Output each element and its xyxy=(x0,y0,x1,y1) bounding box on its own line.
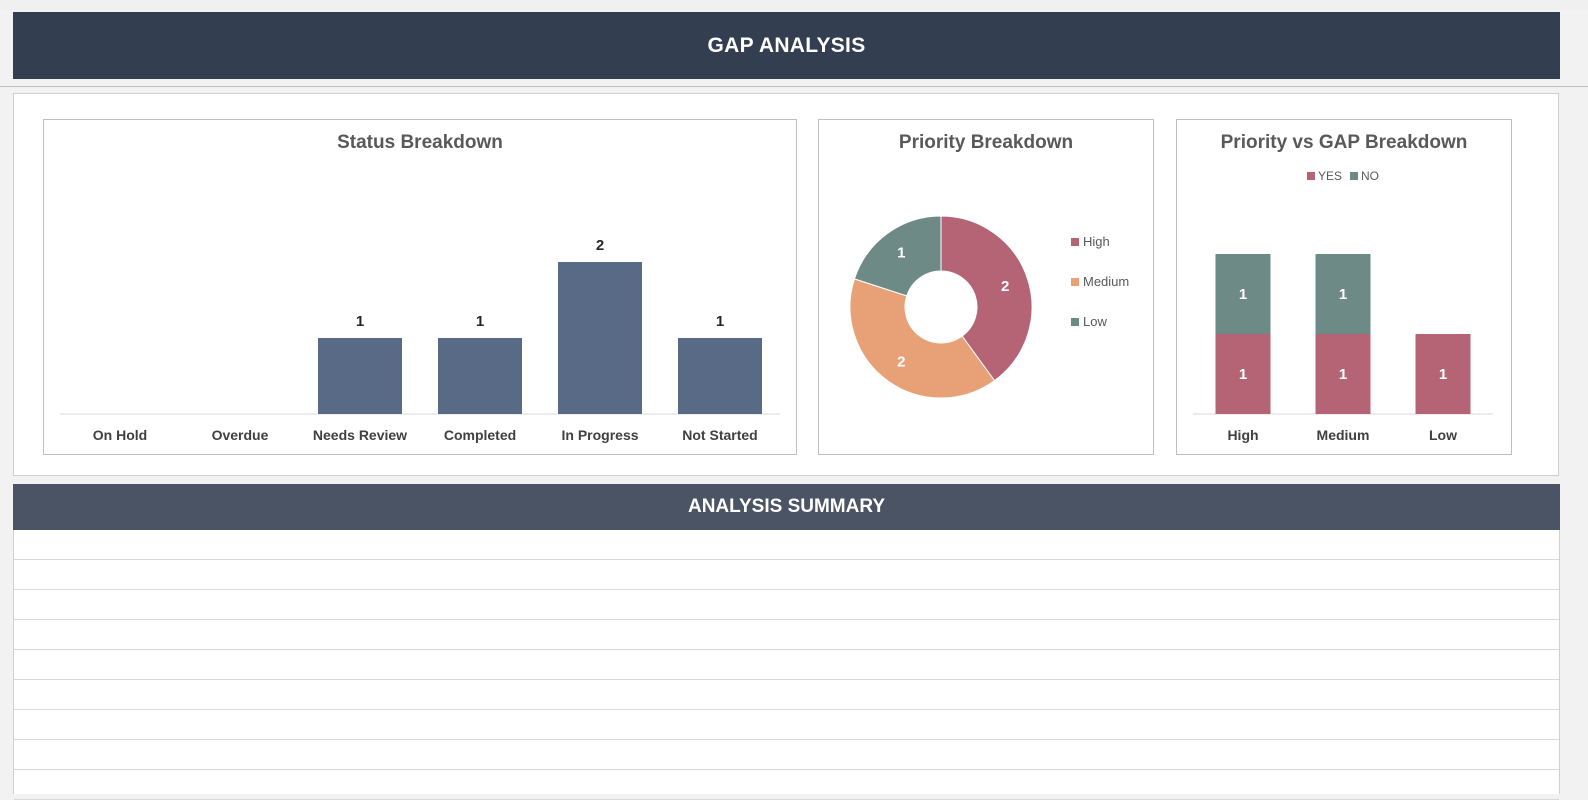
page-title-bar: GAP ANALYSIS xyxy=(13,12,1560,79)
gap-bar-yes xyxy=(1415,334,1471,414)
summary-row[interactable] xyxy=(14,620,1559,650)
gap-data-label: 1 xyxy=(1339,366,1347,383)
status-tick-label: Completed xyxy=(444,427,516,443)
separator xyxy=(0,86,1588,87)
gap-tick-label: Medium xyxy=(1317,427,1370,443)
priority-data-label: 2 xyxy=(897,354,905,371)
summary-row[interactable] xyxy=(14,770,1559,800)
legend-label-medium: Medium xyxy=(1083,274,1129,289)
status-bar xyxy=(558,262,642,414)
gap-data-label: 1 xyxy=(1239,286,1247,303)
status-tick-label: On Hold xyxy=(93,427,147,443)
summary-header: ANALYSIS SUMMARY xyxy=(13,484,1560,530)
summary-row[interactable] xyxy=(14,740,1559,770)
summary-table xyxy=(13,530,1560,800)
gap-bar-no xyxy=(1215,254,1271,334)
gap-data-label: 1 xyxy=(1439,366,1447,383)
status-chart-plot: On Hold Overdue 1 Needs Review 1 Completed 2 In… xyxy=(60,237,780,443)
priority-data-label: 2 xyxy=(1001,278,1009,295)
summary-row[interactable] xyxy=(14,710,1559,740)
status-tick-label: In Progress xyxy=(561,427,638,443)
dashboard-panel: Status Breakdown On Hold Overdue 1 Needs Re… xyxy=(13,93,1559,476)
priority-slice-high xyxy=(940,215,1033,382)
status-chart[interactable]: Status Breakdown On Hold Overdue 1 Needs Re… xyxy=(43,119,797,455)
priority-slice-medium xyxy=(849,278,996,399)
priority-chart[interactable]: Priority Breakdown 2 2 1 High Medium Low xyxy=(818,119,1154,455)
priority-gap-chart[interactable]: Priority vs GAP Breakdown 1 1 High 1 1 Medium… xyxy=(1176,119,1512,455)
priority-gap-chart-title: Priority vs GAP Breakdown xyxy=(1220,132,1468,153)
status-data-label: 1 xyxy=(476,313,484,330)
status-data-label: 2 xyxy=(596,237,604,254)
legend-label-low: Low xyxy=(1083,314,1107,329)
gap-bar-yes xyxy=(1215,334,1271,414)
legend-swatch-low xyxy=(1071,318,1079,326)
gap-bar-no xyxy=(1315,254,1371,334)
priority-data-label: 1 xyxy=(897,244,905,261)
page-title: GAP ANALYSIS xyxy=(707,33,866,57)
legend-swatch-yes xyxy=(1307,172,1315,180)
status-data-label: 1 xyxy=(716,313,724,330)
gap-tick-label: Low xyxy=(1429,427,1457,443)
status-tick-label: Overdue xyxy=(212,427,269,443)
summary-title: ANALYSIS SUMMARY xyxy=(687,496,886,517)
summary-row[interactable] xyxy=(14,560,1559,590)
legend-swatch-medium xyxy=(1071,278,1079,286)
status-tick-label: Not Started xyxy=(682,427,757,443)
status-tick-label: Needs Review xyxy=(313,427,407,443)
gap-tick-label: High xyxy=(1227,427,1258,443)
summary-row[interactable] xyxy=(14,590,1559,620)
top-strip xyxy=(0,0,1588,10)
status-data-label: 1 xyxy=(356,313,364,330)
status-bar xyxy=(438,338,522,414)
legend-label-high: High xyxy=(1083,234,1110,249)
legend-swatch-high xyxy=(1071,238,1079,246)
legend-label-no: NO xyxy=(1361,169,1379,183)
legend-label-yes: YES xyxy=(1318,169,1342,183)
priority-chart-plot: 2 2 1 High Medium Low xyxy=(849,215,1129,399)
priority-chart-title: Priority Breakdown xyxy=(898,132,1074,153)
status-bar xyxy=(678,338,762,414)
legend-swatch-no xyxy=(1350,172,1358,180)
gap-data-label: 1 xyxy=(1239,366,1247,383)
priority-gap-chart-plot: 1 1 High 1 1 Medium 1 Low YES NO xyxy=(1193,169,1493,443)
summary-row[interactable] xyxy=(14,680,1559,710)
gap-data-label: 1 xyxy=(1339,286,1347,303)
status-chart-title: Status Breakdown xyxy=(337,132,503,153)
priority-slice-low xyxy=(853,215,942,297)
summary-row[interactable] xyxy=(14,650,1559,680)
status-bar xyxy=(318,338,402,414)
gap-bar-yes xyxy=(1315,334,1371,414)
summary-row[interactable] xyxy=(14,530,1559,560)
